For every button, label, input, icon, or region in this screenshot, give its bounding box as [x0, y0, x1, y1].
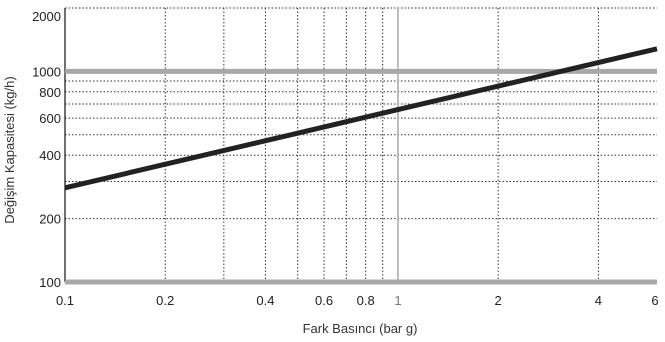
y-tick-label: 600 [39, 111, 61, 126]
x-tick-label: 1 [394, 293, 401, 308]
y-tick-label: 1000 [32, 64, 61, 79]
y-tick-label: 800 [39, 85, 61, 100]
x-tick-label: 0.6 [315, 293, 333, 308]
x-tick-label: 0.1 [56, 293, 74, 308]
x-tick-label: 0.4 [256, 293, 274, 308]
x-tick-label: 4 [595, 293, 602, 308]
x-tick-label: 6 [651, 293, 658, 308]
y-tick-label: 200 [39, 212, 61, 227]
y-tick-label: 400 [39, 148, 61, 163]
x-tick-label: 0.8 [357, 293, 375, 308]
x-tick-labels: 0.1 0.2 0.4 0.6 0.8 1 2 4 6 [56, 293, 659, 308]
series-layer [64, 46, 658, 191]
y-tick-label: 2000 [32, 9, 61, 24]
series-line [64, 46, 658, 191]
x-axis-label: Fark Basıncı (bar g) [303, 321, 418, 336]
x-tick-label: 0.2 [156, 293, 174, 308]
emphasis-layer [65, 8, 657, 285]
grid-layer [64, 7, 657, 282]
x-tick-label: 2 [495, 293, 502, 308]
y-tick-label: 100 [39, 275, 61, 290]
y-tick-labels: 100 200 400 600 800 1000 2000 [32, 9, 61, 290]
y-axis-label: Değişim Kapasitesi (kg/h) [2, 76, 17, 223]
